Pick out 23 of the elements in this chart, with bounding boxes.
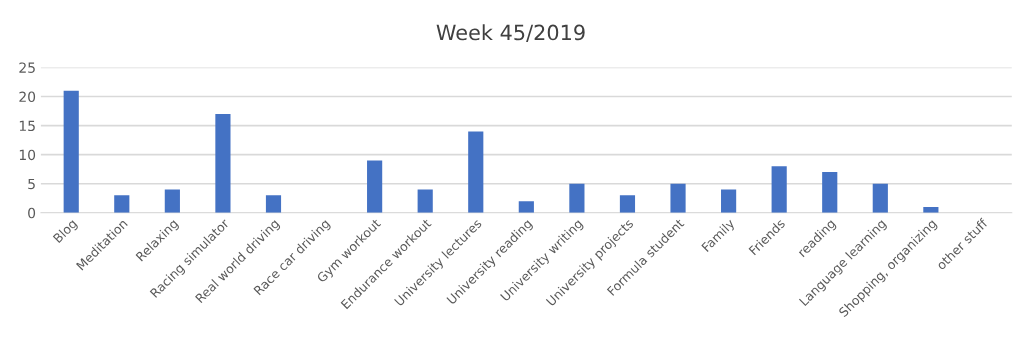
bar — [215, 113, 231, 213]
bar — [670, 183, 686, 213]
bar — [468, 131, 484, 213]
bar — [822, 172, 838, 213]
bar — [417, 189, 433, 213]
chart-title: Week 45/2019 — [436, 24, 585, 42]
bar — [164, 189, 180, 213]
bar — [619, 195, 636, 213]
bar — [518, 201, 534, 213]
bar — [265, 195, 282, 213]
bar — [721, 189, 737, 213]
y-tick-label: 15 — [19, 120, 35, 132]
y-tick-label: 0 — [28, 207, 36, 219]
y-tick-label: 20 — [19, 91, 36, 103]
bar — [872, 183, 888, 213]
bar — [367, 160, 383, 213]
y-tick-label: 5 — [28, 178, 35, 190]
bar — [771, 166, 787, 213]
y-tick-label: 10 — [19, 149, 36, 161]
y-tick-label: 25 — [19, 62, 35, 73]
bar — [63, 90, 79, 213]
bar — [114, 195, 130, 213]
bar — [569, 183, 585, 213]
